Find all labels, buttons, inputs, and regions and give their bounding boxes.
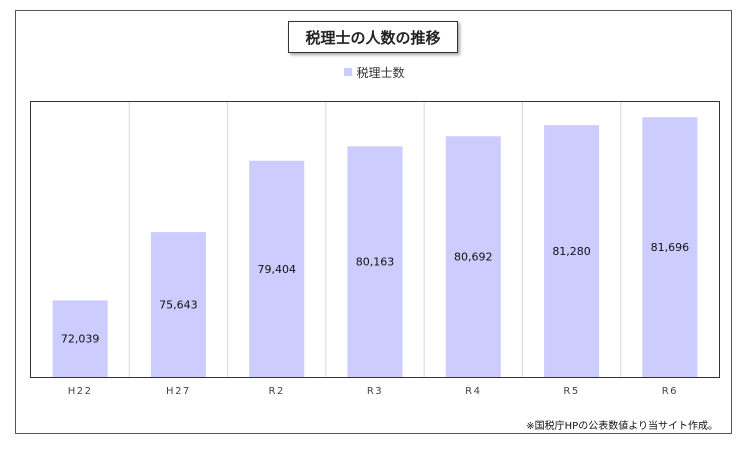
x-tick-R4: R4 — [465, 386, 481, 397]
data-label-R5: 81,280 — [552, 245, 591, 258]
x-tick-R3: R3 — [367, 386, 383, 397]
bar-R5 — [544, 125, 600, 377]
x-tick-R6: R6 — [662, 386, 678, 397]
bar-R2 — [249, 160, 305, 377]
chart-title: 税理士の人数の推移 — [288, 21, 458, 53]
data-label-R3: 80,163 — [356, 256, 395, 269]
bar-R4 — [445, 136, 501, 377]
legend-swatch — [344, 68, 353, 76]
plot-area — [30, 101, 720, 378]
bar-H22 — [52, 300, 108, 377]
source-note: ※国税庁HPの公表数値より当サイト作成。 — [526, 421, 718, 432]
data-label-R4: 80,692 — [454, 251, 493, 264]
data-label-H22: 72,039 — [61, 333, 100, 346]
x-tick-H22: H22 — [68, 386, 93, 397]
x-tick-R2: R2 — [269, 386, 285, 397]
x-tick-H27: H27 — [166, 386, 191, 397]
x-tick-R5: R5 — [563, 386, 579, 397]
legend-label: 税理士数 — [356, 65, 405, 80]
data-label-R2: 79,404 — [257, 263, 296, 276]
data-label-H27: 75,643 — [159, 299, 198, 312]
bar-H27 — [150, 232, 206, 377]
legend: 税理士数 — [0, 64, 749, 80]
data-label-R6: 81,696 — [651, 241, 690, 254]
bar-R6 — [642, 117, 698, 377]
bar-R3 — [347, 146, 403, 377]
